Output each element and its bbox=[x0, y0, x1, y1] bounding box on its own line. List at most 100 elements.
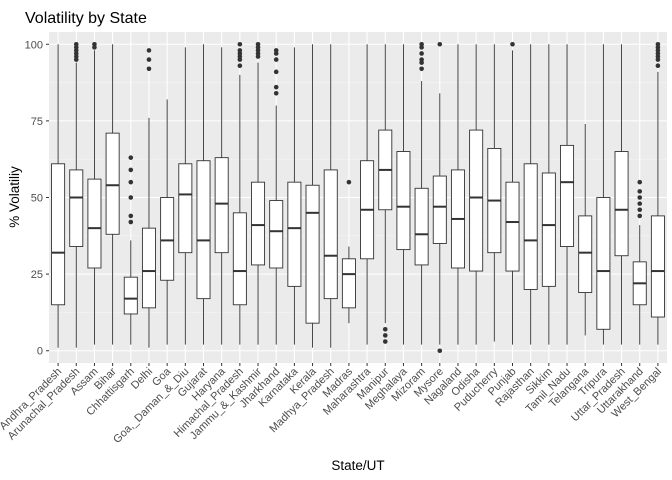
box-body bbox=[323, 169, 338, 300]
box-Goa bbox=[160, 99, 175, 345]
box-body bbox=[178, 163, 193, 254]
y-tick-label: 0 bbox=[37, 346, 43, 358]
box-Karnataka bbox=[287, 47, 302, 345]
outlier-point bbox=[237, 48, 243, 53]
box-Jammu_&_Kashmir bbox=[251, 41, 266, 345]
y-tick-label: 50 bbox=[31, 193, 43, 205]
box-Goa,_Daman_&_Diu bbox=[178, 47, 193, 345]
box-body bbox=[51, 163, 66, 306]
box-body bbox=[469, 129, 484, 272]
outlier-point bbox=[655, 41, 661, 47]
box-body bbox=[214, 157, 229, 254]
outlier-point bbox=[637, 195, 643, 200]
box-body bbox=[560, 144, 575, 247]
outlier-point bbox=[273, 48, 279, 53]
outlier-point bbox=[273, 57, 279, 62]
box-Sikkim bbox=[541, 44, 556, 345]
box-Arunachal_Pradesh bbox=[69, 41, 84, 348]
box-body bbox=[396, 151, 411, 251]
box-body bbox=[287, 181, 302, 287]
box-body bbox=[160, 197, 175, 281]
box-body bbox=[87, 178, 102, 269]
box-Uttar_Pradesh bbox=[614, 44, 629, 345]
box-Kerala bbox=[305, 44, 320, 348]
box-body bbox=[251, 181, 266, 266]
box-body bbox=[614, 151, 629, 257]
outlier-point bbox=[128, 155, 134, 160]
box-Mysore bbox=[432, 41, 447, 354]
outlier-point bbox=[128, 219, 134, 225]
box-body bbox=[341, 258, 356, 309]
box-Rajasthan bbox=[523, 44, 538, 345]
outlier-point bbox=[637, 201, 643, 206]
box-Uttarakhand bbox=[632, 179, 647, 345]
box-body bbox=[269, 200, 284, 269]
outlier-point bbox=[419, 51, 424, 56]
box-body bbox=[432, 175, 447, 244]
box-body bbox=[650, 215, 665, 318]
box-Haryana bbox=[214, 47, 229, 345]
box-Tamil_Nadu bbox=[560, 44, 575, 345]
outlier-point bbox=[637, 213, 643, 219]
box-Himachal_Pradesh bbox=[232, 41, 247, 345]
boxes-layer bbox=[51, 41, 665, 354]
box-Meghalaya bbox=[396, 44, 411, 345]
outlier-point bbox=[382, 326, 388, 332]
box-body bbox=[523, 163, 538, 290]
outlier-point bbox=[237, 63, 243, 69]
outlier-point bbox=[637, 189, 643, 194]
outlier-point bbox=[382, 333, 388, 338]
box-Mizoram bbox=[414, 41, 429, 345]
box-Maharashtra bbox=[360, 44, 375, 345]
outlier-point bbox=[128, 167, 134, 173]
chart-title: Volatility by State bbox=[25, 10, 147, 27]
outlier-point bbox=[92, 41, 97, 47]
outlier-point bbox=[437, 348, 443, 354]
box-body bbox=[578, 215, 593, 293]
outlier-point bbox=[273, 84, 279, 90]
x-axis-title: State/UT bbox=[331, 458, 384, 473]
box-Madhya_Pradesh bbox=[323, 44, 338, 348]
outlier-point bbox=[237, 41, 243, 47]
y-tick-label: 75 bbox=[31, 116, 43, 128]
box-Jharkhand bbox=[269, 48, 284, 345]
box-Delhi bbox=[141, 48, 156, 348]
outlier-point bbox=[146, 48, 152, 53]
outlier-point bbox=[637, 207, 643, 213]
box-Chhattisgarh bbox=[123, 155, 138, 345]
box-Gujarat bbox=[196, 44, 211, 345]
y-tick-label: 100 bbox=[25, 39, 43, 51]
box-Andhra_Pradesh bbox=[51, 44, 66, 348]
outlier-point bbox=[146, 66, 152, 72]
box-Telangana bbox=[578, 123, 593, 336]
box-body bbox=[596, 197, 611, 330]
y-axis-title: % Volatiliy bbox=[7, 166, 22, 228]
outlier-point bbox=[128, 213, 134, 219]
box-body bbox=[105, 132, 120, 235]
y-axis-ticks: 0 25 50 75 100 bbox=[25, 39, 49, 358]
box-West_Bengal bbox=[650, 41, 665, 345]
outlier-point bbox=[273, 69, 279, 75]
outlier-point bbox=[128, 195, 134, 200]
box-body bbox=[505, 181, 520, 272]
box-body bbox=[141, 227, 156, 309]
outlier-point bbox=[510, 41, 515, 47]
box-body bbox=[541, 172, 556, 287]
box-body bbox=[69, 169, 84, 247]
box-Odisha bbox=[469, 44, 484, 345]
box-Bihar bbox=[105, 44, 120, 345]
outlier-point bbox=[637, 179, 643, 185]
outlier-point bbox=[382, 339, 388, 344]
outlier-point bbox=[655, 63, 661, 69]
box-body bbox=[414, 187, 429, 266]
x-axis-ticks: Andhra_PradeshArunachal_PradeshAssamBiha… bbox=[0, 363, 664, 446]
box-Manipur bbox=[378, 44, 393, 344]
box-Assam bbox=[87, 41, 102, 345]
outlier-point bbox=[419, 66, 424, 72]
outlier-point bbox=[437, 41, 443, 47]
box-Punjab bbox=[505, 41, 520, 345]
box-Puducherry bbox=[487, 44, 502, 342]
outlier-point bbox=[255, 41, 261, 47]
